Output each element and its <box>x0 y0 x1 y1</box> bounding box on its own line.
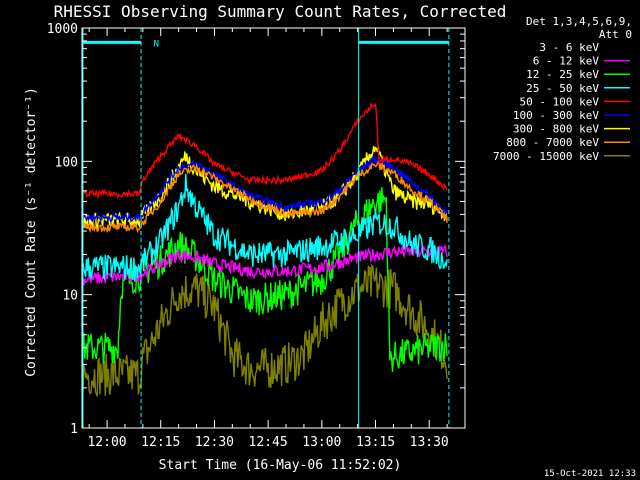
plot-frame <box>81 27 466 429</box>
night-annotation: N <box>154 39 159 49</box>
legend-label: 7000 - 15000 keV <box>493 150 599 163</box>
plot-data-layer: N <box>81 28 450 428</box>
y-tick-label: 1 <box>70 422 78 437</box>
legend-label: 300 - 800 keV <box>513 123 599 136</box>
legend-header-detectors: Det 1,3,4,5,6,9, <box>526 15 632 28</box>
x-tick-label: 12:15 <box>141 435 180 450</box>
y-axis-label: Corrected Count Rate (s⁻¹ detector⁻¹) <box>24 87 39 377</box>
legend-label: 800 - 7000 keV <box>506 136 599 149</box>
x-tick-label: 12:45 <box>249 435 288 450</box>
legend-label: 12 - 25 keV <box>526 68 599 81</box>
legend-label: 25 - 50 keV <box>526 82 599 95</box>
series-line-6-12-kev <box>81 243 448 286</box>
legend-label: 6 - 12 keV <box>533 55 600 68</box>
x-tick-label: 12:00 <box>87 435 126 450</box>
series-line-50-100-kev <box>81 101 448 200</box>
series-line-25-50-kev <box>81 173 448 281</box>
axis-ticks: 12:00 12:15 12:30 12:45 13:00 13:15 13:30 1 10 10… <box>47 22 465 450</box>
series-line-7000-15000-kev <box>81 263 448 397</box>
legend-label: 50 - 100 keV <box>520 95 600 108</box>
y-tick-label: 100 <box>55 155 78 170</box>
x-tick-label: 13:30 <box>410 435 449 450</box>
y-tick-label: 10 <box>62 289 78 304</box>
x-tick-label: 13:15 <box>356 435 395 450</box>
series-line-100-300-kev <box>81 154 448 224</box>
series-line-800-7000-kev <box>81 160 448 234</box>
x-tick-label: 13:00 <box>302 435 341 450</box>
y-tick-label: 1000 <box>47 22 78 37</box>
legend-header-attenuator: Att 0 <box>599 28 632 41</box>
chart-title: RHESSI Observing Summary Count Rates, Co… <box>54 2 507 21</box>
timestamp: 15-Oct-2021 12:33 <box>544 469 636 479</box>
x-tick-label: 12:30 <box>195 435 234 450</box>
x-axis-label: Start Time (16-May-06 11:52:02) <box>159 458 402 473</box>
legend-label: 3 - 6 keV <box>539 41 599 54</box>
legend-label: 100 - 300 keV <box>513 109 599 122</box>
